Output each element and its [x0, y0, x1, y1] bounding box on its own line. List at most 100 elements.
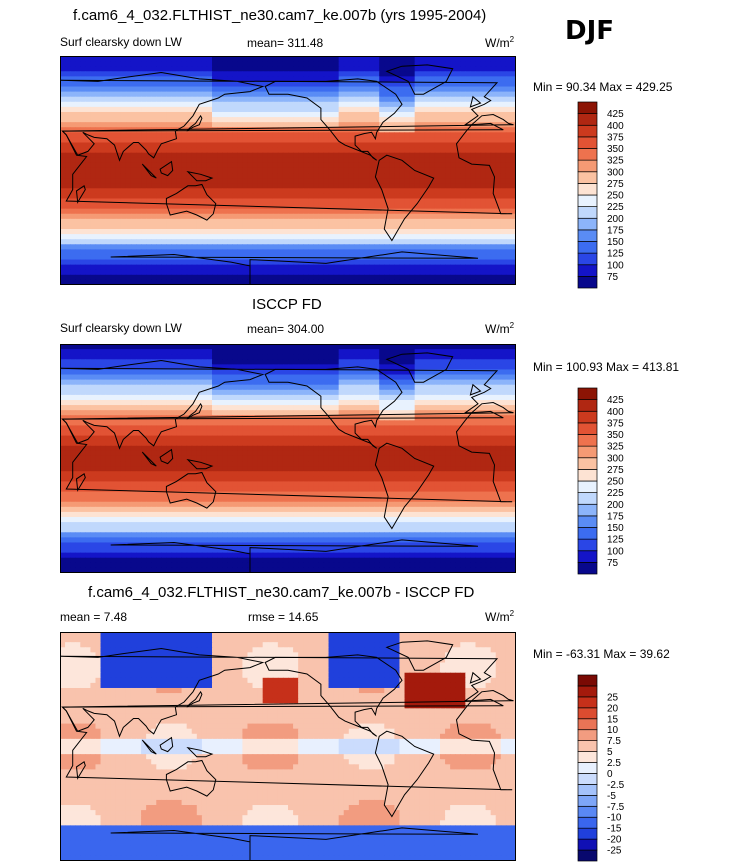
map-cell: [80, 359, 86, 365]
map-cell: [343, 96, 350, 103]
map-cell: [196, 147, 203, 154]
map-cell: [414, 86, 421, 93]
map-cell: [470, 379, 477, 386]
map-cell: [298, 61, 304, 67]
map-cell: [100, 137, 107, 144]
map-cell: [353, 96, 360, 103]
map-cell: [105, 167, 112, 174]
map-cell: [348, 111, 355, 118]
map-cell: [485, 223, 492, 230]
map-cell: [125, 132, 132, 139]
map-cell: [440, 274, 446, 281]
map-cell: [293, 364, 299, 371]
map-cell: [328, 106, 335, 113]
map-cell: [105, 178, 112, 184]
map-cell: [490, 71, 497, 77]
map-cell: [419, 188, 426, 194]
map-cell: [206, 384, 213, 391]
map-cell: [414, 269, 421, 276]
map-cell: [146, 259, 152, 266]
map-cell: [333, 279, 340, 285]
map-cell: [384, 101, 390, 108]
map-cell: [414, 147, 421, 154]
map-cell: [308, 198, 314, 205]
map-cell: [419, 259, 426, 266]
map-cell: [303, 76, 309, 83]
map-cell: [95, 389, 102, 396]
map-cell: [389, 132, 395, 139]
map-cell: [293, 389, 299, 396]
map-cell: [277, 369, 284, 376]
map-cell: [450, 384, 456, 391]
map-cell: [257, 178, 264, 184]
map-cell: [252, 173, 259, 179]
map-cell: [80, 369, 86, 376]
map-cell: [495, 208, 502, 215]
map-cell: [424, 183, 431, 189]
map-cell: [141, 369, 147, 376]
map-cell: [510, 71, 516, 77]
map-cell: [424, 117, 431, 123]
map-cell: [323, 193, 330, 200]
map-cell: [110, 61, 117, 67]
map-cell: [338, 244, 345, 250]
map-cell: [156, 208, 162, 215]
map-cell: [125, 234, 132, 240]
map-cell: [505, 117, 512, 123]
map-cell: [247, 117, 254, 123]
map-cell: [313, 147, 319, 154]
map-cell: [60, 137, 66, 144]
map-cell: [282, 354, 289, 360]
panel-2-map: [60, 344, 516, 573]
map-cell: [470, 86, 477, 93]
map-cell: [399, 188, 406, 194]
map-cell: [303, 234, 309, 240]
map-cell: [293, 244, 299, 250]
map-cell: [141, 167, 147, 174]
map-cell: [495, 259, 502, 266]
map-cell: [227, 76, 233, 83]
map-cell: [146, 349, 152, 355]
map-cell: [267, 76, 274, 83]
map-cell: [485, 369, 492, 376]
map-cell: [105, 56, 112, 62]
map-cell: [384, 354, 390, 360]
map-cell: [308, 269, 314, 276]
map-cell: [429, 274, 436, 281]
map-cell: [364, 106, 370, 113]
map-cell: [115, 229, 122, 235]
map-cell: [105, 354, 112, 360]
map-cell: [414, 344, 421, 350]
map-cell: [166, 183, 173, 189]
map-cell: [100, 96, 107, 103]
map-cell: [510, 379, 516, 386]
map-cell: [338, 106, 345, 113]
map-cell: [156, 354, 162, 360]
map-cell: [313, 249, 319, 256]
map-cell: [277, 389, 284, 396]
map-cell: [262, 218, 269, 225]
map-cell: [404, 162, 411, 169]
map-cell: [65, 384, 71, 391]
map-cell: [303, 249, 309, 256]
map-cell: [151, 379, 157, 386]
map-cell: [75, 239, 81, 245]
map-cell: [510, 279, 516, 285]
map-cell: [90, 81, 97, 88]
map-cell: [475, 254, 482, 261]
map-cell: [242, 384, 249, 391]
map-cell: [282, 178, 289, 184]
map-cell: [65, 188, 71, 194]
map-cell: [186, 264, 193, 271]
map-cell: [217, 374, 223, 381]
map-cell: [186, 173, 193, 179]
map-cell: [404, 239, 411, 245]
map-cell: [171, 117, 178, 123]
map-cell: [450, 244, 456, 250]
map-cell: [227, 162, 233, 169]
map-cell: [510, 142, 516, 149]
map-cell: [364, 344, 370, 350]
map-cell: [424, 269, 431, 276]
map-cell: [222, 188, 228, 194]
map-cell: [232, 122, 238, 128]
